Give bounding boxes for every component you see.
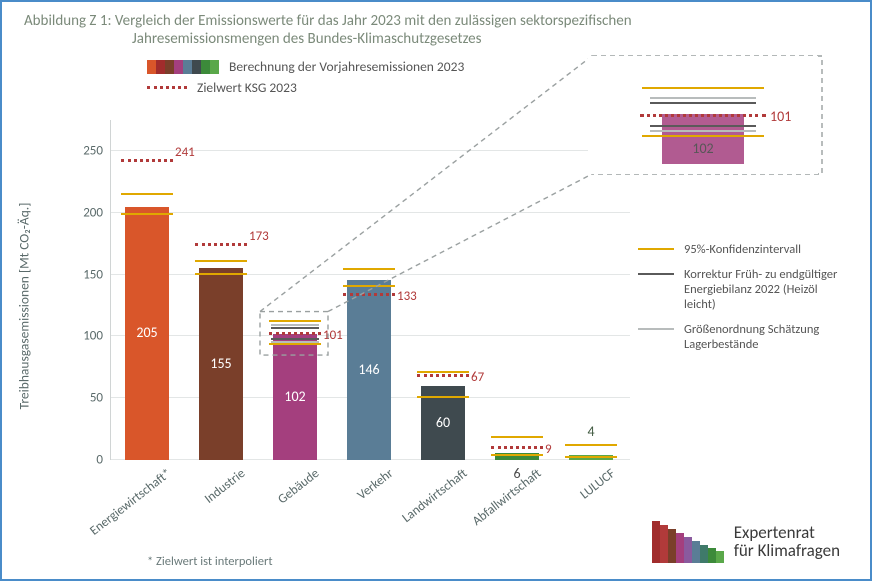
brand-logo-icon	[652, 521, 724, 563]
legend-stock-swatch	[638, 328, 674, 330]
ci-upper	[565, 444, 617, 446]
legend-calc-swatch	[147, 60, 219, 74]
inset-zoom: 102 101	[588, 56, 818, 174]
ci-lower	[417, 396, 469, 398]
bar-value-label: 4	[587, 423, 594, 440]
ci-upper	[121, 193, 173, 195]
y-tick-label: 200	[83, 205, 111, 220]
figure-frame: Abbildung Z 1: Vergleich der Emissionswe…	[0, 0, 872, 581]
inset-ci-upper	[642, 87, 764, 89]
y-tick-label: 250	[83, 143, 111, 158]
plot-region: 050100150200250205241Energiewirtschaft*1…	[110, 120, 630, 460]
ci-upper	[417, 371, 469, 373]
chart-area: Treibhausgasemissionen [Mt CO₂-Äq.] 0501…	[62, 120, 632, 492]
legend-corr-row: Korrektur Früh- zu endgültiger Energiebi…	[638, 267, 840, 312]
legend-stock-row: Größenordnung Schätzung Lagerbestände	[638, 322, 840, 352]
title-sub: Jahresemissionsmengen des Bundes-Klimasc…	[24, 30, 848, 48]
target-line	[121, 159, 173, 162]
inset-stock-lower	[650, 130, 756, 132]
ci-lower	[121, 213, 173, 215]
gridline	[111, 212, 630, 213]
legend-calc-label: Berechnung der Vorjahresemissionen 2023	[229, 58, 464, 75]
ci-upper	[343, 268, 395, 270]
gridline	[111, 274, 630, 275]
y-tick-label: 0	[96, 453, 111, 468]
ci-lower	[195, 273, 247, 275]
y-axis-label: Treibhausgasemissionen [Mt CO₂-Äq.]	[16, 203, 33, 410]
legend-corr-swatch	[638, 273, 674, 275]
legend-corr-label: Korrektur Früh- zu endgültiger Energiebi…	[684, 267, 840, 312]
target-label: 133	[397, 289, 417, 304]
inset-value-label: 102	[692, 140, 713, 157]
legend-target-row: Zielwert KSG 2023	[147, 79, 464, 96]
legend-calc-row: Berechnung der Vorjahresemissionen 2023	[147, 58, 464, 75]
bar-value-label: 146	[358, 361, 379, 378]
figure-title-block: Abbildung Z 1: Vergleich der Emissionswe…	[2, 2, 870, 48]
ci-upper	[195, 260, 247, 262]
inset-target-line	[640, 114, 766, 117]
inset-bar-rect: 102	[662, 114, 744, 164]
y-tick-label: 50	[90, 391, 111, 406]
inset-plot: 102101	[628, 64, 778, 164]
legend-right: 95%-Konfidenzintervall Korrektur Früh- z…	[638, 242, 840, 362]
target-label: 9	[545, 442, 552, 457]
y-tick-label: 100	[83, 329, 111, 344]
target-line	[269, 332, 321, 335]
ci-upper	[491, 436, 543, 438]
target-line	[491, 446, 543, 449]
inset-corr-upper	[650, 102, 756, 104]
title-main: Vergleich der Emissionswerte für das Jah…	[115, 12, 632, 30]
inset-stock-upper	[650, 97, 756, 99]
brand-block: Expertenrat für Klimafragen	[652, 521, 840, 563]
target-line	[343, 293, 395, 296]
legend-top: Berechnung der Vorjahresemissionen 2023 …	[147, 58, 464, 100]
legend-target-label: Zielwert KSG 2023	[197, 79, 297, 96]
footnote: * Zielwert ist interpoliert	[147, 554, 273, 569]
target-label: 173	[249, 229, 269, 244]
stock-upper	[271, 324, 319, 326]
stock-lower	[271, 341, 319, 343]
inset-ci-lower	[642, 135, 764, 137]
target-line	[417, 374, 469, 377]
ci-upper	[269, 320, 321, 322]
ci-lower	[565, 456, 617, 458]
inset-target-label: 101	[770, 108, 791, 125]
ci-lower	[343, 285, 395, 287]
target-line	[195, 243, 247, 246]
legend-ci-swatch	[638, 248, 674, 250]
corr-upper	[271, 327, 319, 329]
inset-corr-lower	[650, 125, 756, 127]
y-tick-label: 150	[83, 267, 111, 282]
legend-stock-label: Größenordnung Schätzung Lagerbestände	[684, 322, 840, 352]
bar-value-label: 60	[436, 414, 450, 431]
target-label: 101	[323, 328, 343, 343]
legend-ci-label: 95%-Konfidenzintervall	[684, 242, 801, 257]
legend-ci-row: 95%-Konfidenzintervall	[638, 242, 840, 257]
bar-value-label: 205	[136, 324, 157, 341]
bar-value-label: 155	[210, 355, 231, 372]
title-prefix: Abbildung Z 1:	[24, 12, 111, 30]
target-label: 67	[471, 370, 484, 385]
brand-line2: für Klimafragen	[734, 542, 840, 560]
brand-text: Expertenrat für Klimafragen	[734, 524, 840, 560]
target-label: 241	[175, 145, 195, 160]
ci-lower	[269, 343, 321, 345]
legend-target-swatch	[147, 86, 187, 89]
ci-lower	[491, 454, 543, 456]
bar-value-label: 102	[284, 388, 305, 405]
